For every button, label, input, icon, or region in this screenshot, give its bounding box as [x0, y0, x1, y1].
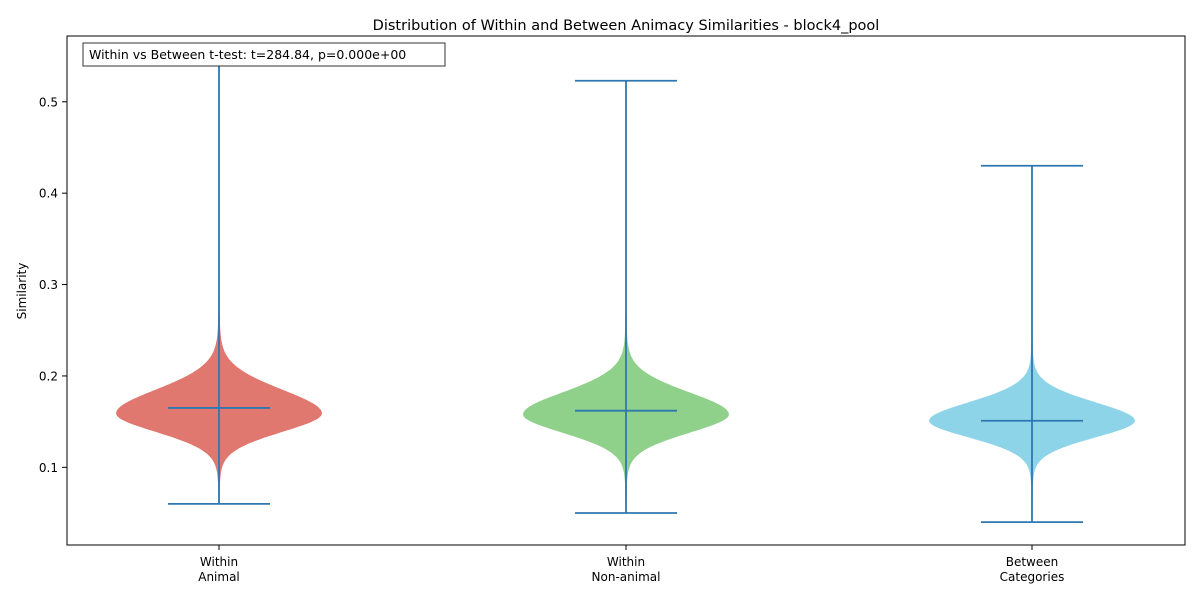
y-tick-label-4: 0.4: [39, 187, 58, 201]
x-tick-label-3-line-2: Categories: [1000, 570, 1065, 584]
y-tick-label-2: 0.2: [39, 369, 58, 383]
x-tick-label-2-line-2: Non-animal: [592, 570, 661, 584]
y-tick-label-3: 0.3: [39, 278, 58, 292]
annotation-text: Within vs Between t-test: t=284.84, p=0.…: [89, 47, 406, 62]
annotation-box: [82, 42, 446, 67]
y-axis: 0.1 0.2 0.3 0.4 0.5: [39, 95, 67, 475]
y-axis-label: Similarity: [15, 263, 29, 320]
x-axis: WithinAnimalWithinNon-animalBetweenCateg…: [198, 545, 1064, 584]
statistics-layer: [168, 58, 1083, 524]
x-tick-label-3-line-1: Between: [1006, 555, 1059, 569]
chart-title: Distribution of Within and Between Anima…: [373, 18, 880, 34]
x-tick-label-2-line-1: Within: [607, 555, 645, 569]
x-tick-label-1-line-1: Within: [200, 555, 238, 569]
x-tick-label-1-line-2: Animal: [198, 570, 240, 584]
y-tick-label-1: 0.1: [39, 461, 58, 475]
y-tick-label-5: 0.5: [39, 95, 58, 109]
